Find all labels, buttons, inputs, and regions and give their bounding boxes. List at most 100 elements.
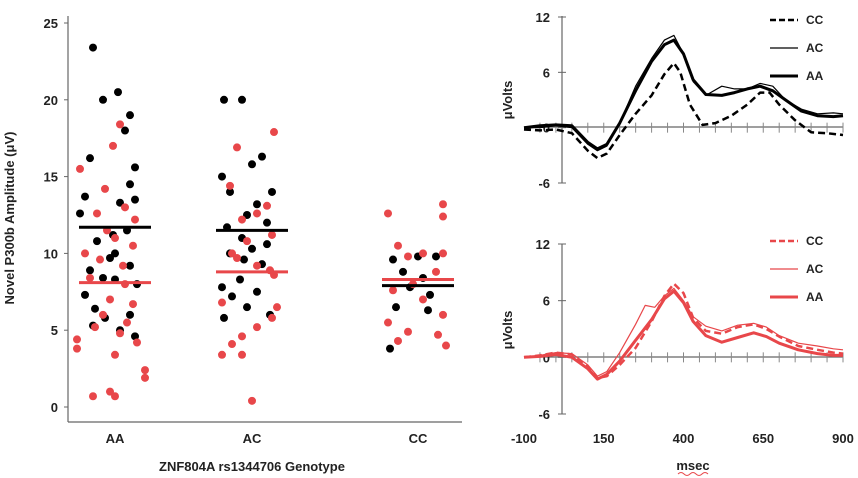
scatter-point <box>99 310 107 319</box>
scatter-point <box>243 237 251 246</box>
scatter-point <box>141 366 149 375</box>
scatter-point <box>131 195 139 204</box>
scatter-x-label: ZNF804A rs1344706 Genotype <box>159 459 345 474</box>
scatter-point <box>126 310 134 319</box>
erp-bottom-x-label: msec <box>676 458 709 473</box>
scatter-point <box>432 252 440 261</box>
legend-label-AA: AA <box>806 290 824 304</box>
scatter-point <box>126 180 134 189</box>
legend-label-AA: AA <box>806 69 824 83</box>
scatter-point <box>243 303 251 312</box>
scatter-point <box>86 273 94 282</box>
erp-bottom-legend: CC AC AA <box>770 234 824 304</box>
erp-y-tick-label: -6 <box>538 176 550 191</box>
scatter-point <box>73 344 81 353</box>
scatter-point <box>81 192 89 201</box>
scatter-point <box>129 300 137 309</box>
scatter-point <box>399 267 407 276</box>
scatter-point <box>93 209 101 218</box>
scatter-point <box>384 209 392 218</box>
scatter-point <box>218 172 226 181</box>
scatter-point <box>253 287 261 296</box>
scatter-point <box>131 163 139 172</box>
scatter-point <box>119 261 127 270</box>
scatter-point <box>270 128 278 137</box>
scatter-point <box>106 295 114 304</box>
erp-bottom-x-tick-labels: -100 150 400 650 900 <box>511 431 854 446</box>
scatter-point <box>238 332 246 341</box>
scatter-point <box>218 283 226 292</box>
scatter-point <box>439 249 447 258</box>
scatter-point <box>99 273 107 282</box>
legend-label-CC: CC <box>806 234 824 248</box>
erp-x-tick-label: 150 <box>593 431 615 446</box>
erp-y-tick-label: 6 <box>543 294 550 309</box>
scatter-point <box>424 306 432 315</box>
scatter-point <box>111 350 119 359</box>
scatter-point <box>268 313 276 322</box>
scatter-point <box>404 252 412 261</box>
scatter-point <box>240 255 248 264</box>
scatter-point <box>89 43 97 52</box>
scatter-point <box>263 201 271 210</box>
erp-top-waveforms <box>523 34 844 160</box>
scatter-point <box>228 340 236 349</box>
scatter-point <box>106 254 114 263</box>
erp-waveform-CC <box>523 61 844 160</box>
scatter-point <box>141 373 149 382</box>
scatter-point <box>96 255 104 264</box>
scatter-point <box>111 392 119 401</box>
scatter-point <box>389 255 397 264</box>
erp-x-tick-label: 900 <box>832 431 854 446</box>
erp-waveform-AC <box>523 287 844 377</box>
scatter-point <box>109 141 117 150</box>
scatter-point <box>263 218 271 227</box>
scatter-x-tick-label: AA <box>106 431 125 446</box>
scatter-point <box>394 241 402 250</box>
scatter-point <box>86 154 94 163</box>
erp-y-tick-label: 6 <box>543 65 550 80</box>
scatter-point <box>123 318 131 327</box>
erp-y-tick-label: 0 <box>543 350 550 365</box>
scatter-point <box>89 392 97 401</box>
scatter-y-tick-label: 20 <box>44 93 58 108</box>
scatter-point <box>389 286 397 295</box>
scatter-point <box>228 292 236 301</box>
erp-y-tick-label: 12 <box>536 10 550 25</box>
scatter-x-tick-label: CC <box>409 431 428 446</box>
erp-y-tick-label: -6 <box>538 407 550 422</box>
scatter-point <box>238 95 246 104</box>
erp-waveform-CC <box>523 282 844 380</box>
erp-waveform-AA <box>523 289 843 381</box>
scatter-point <box>426 290 434 299</box>
scatter-point <box>268 230 276 239</box>
scatter-point <box>253 261 261 270</box>
scatter-point <box>404 327 412 336</box>
scatter-point <box>258 152 266 161</box>
scatter-point <box>218 350 226 359</box>
scatter-point <box>268 187 276 196</box>
scatter-point <box>263 240 271 249</box>
legend-label-AC: AC <box>806 262 824 276</box>
scatter-point <box>73 335 81 344</box>
legend-label-AC: AC <box>806 41 824 55</box>
scatter-y-label: Novel P300b Amplitude (μV) <box>2 132 17 305</box>
scatter-y-tick-label: 15 <box>44 170 58 185</box>
scatter-point <box>101 184 109 193</box>
erp-x-tick-label: -100 <box>511 431 537 446</box>
scatter-point <box>131 215 139 224</box>
erp-bottom-panel: 12 6 0 -6 CC AC AA -100 150 400 650 900 μVolts ms… <box>500 234 854 476</box>
scatter-point <box>91 304 99 313</box>
scatter-point <box>273 303 281 312</box>
erp-top-y-ticks: 12 6 0 -6 <box>536 10 566 191</box>
scatter-point <box>442 341 450 350</box>
scatter-point <box>99 95 107 104</box>
scatter-point <box>121 203 129 212</box>
scatter-point <box>419 249 427 258</box>
scatter-point <box>439 212 447 221</box>
scatter-point <box>93 237 101 246</box>
scatter-y-tick-label: 5 <box>51 323 58 338</box>
scatter-y-tick-label: 10 <box>44 246 58 261</box>
scatter-point <box>419 295 427 304</box>
scatter-point <box>121 126 129 135</box>
